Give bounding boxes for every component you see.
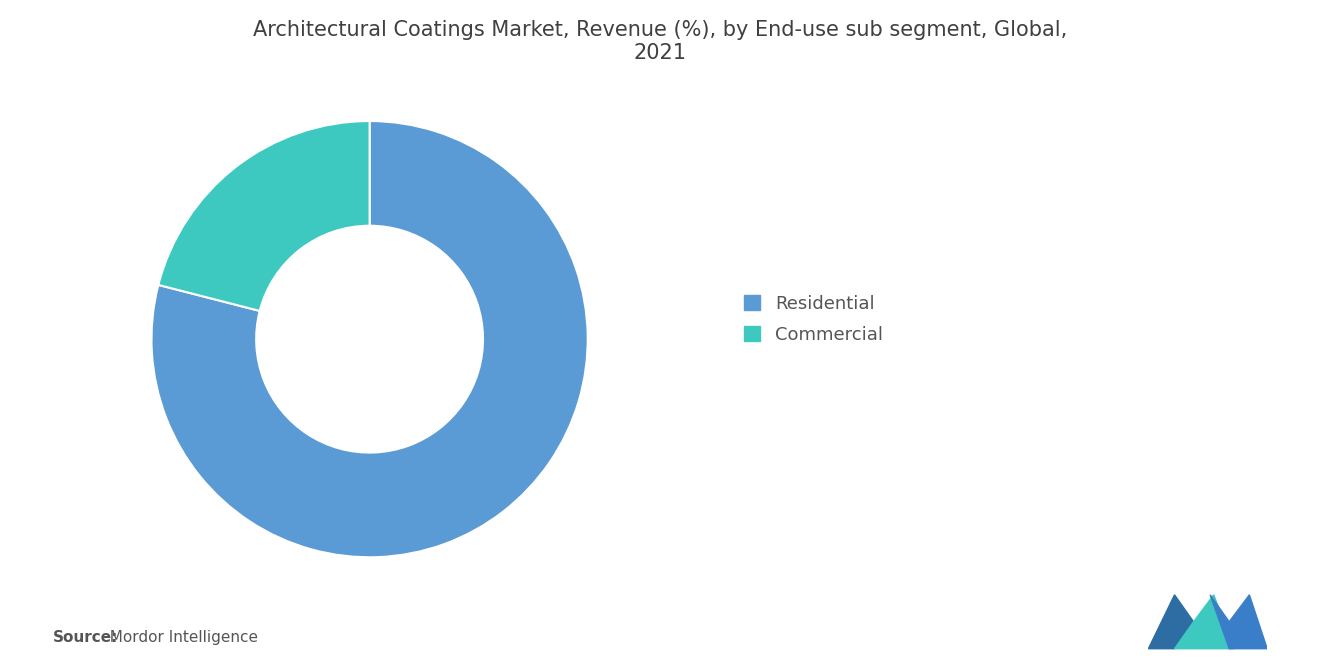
- Wedge shape: [158, 121, 370, 311]
- Text: Architectural Coatings Market, Revenue (%), by End-use sub segment, Global,
2021: Architectural Coatings Market, Revenue (…: [253, 20, 1067, 63]
- Legend: Residential, Commercial: Residential, Commercial: [735, 286, 892, 352]
- Polygon shape: [1175, 595, 1234, 649]
- Text: Source:: Source:: [53, 630, 119, 645]
- Polygon shape: [1148, 595, 1193, 649]
- Wedge shape: [152, 121, 587, 557]
- Polygon shape: [1210, 595, 1267, 649]
- Text: Mordor Intelligence: Mordor Intelligence: [100, 630, 259, 645]
